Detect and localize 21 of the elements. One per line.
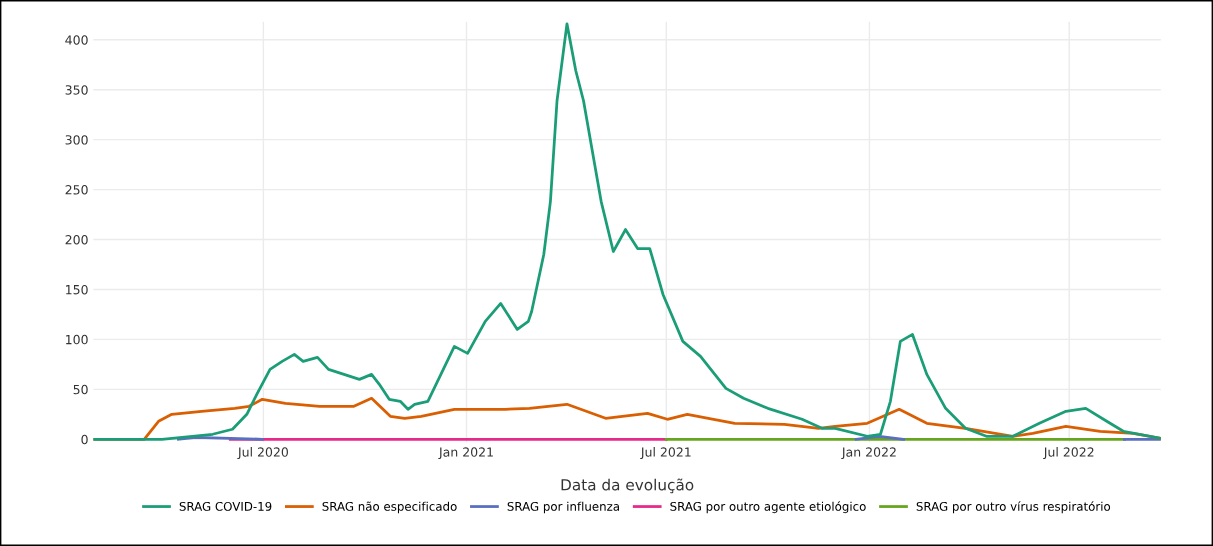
- x-tick-label: Jul 2022: [1043, 447, 1094, 460]
- y-tick-label: 400: [65, 35, 88, 45]
- legend-label: SRAG não especificado: [322, 501, 457, 514]
- legend-label: SRAG COVID-19: [179, 501, 272, 511]
- x-tick-label: Jul 2021: [640, 447, 691, 460]
- y-tick-label: 150: [66, 284, 88, 295]
- y-tick-label: 250: [65, 185, 88, 195]
- x-tick-label: Jan 2022: [841, 447, 896, 460]
- y-tick-label: 300: [65, 135, 88, 145]
- y-tick-label: 350: [65, 85, 88, 95]
- legend-label: SRAG por outro vírus respiratório: [916, 501, 1111, 514]
- line-series: [93, 22, 1161, 441]
- legend-label: SRAG por influenza: [507, 501, 619, 514]
- x-axis-title: Data da evolução: [561, 478, 694, 494]
- x-tick-label: Jan 2021: [438, 447, 493, 460]
- y-tick-label: 200: [65, 235, 88, 245]
- y-tick-label: 50: [73, 384, 88, 395]
- y-tick-label: 0: [81, 434, 88, 445]
- x-tick-label: Jul 2020: [237, 447, 288, 460]
- legend-label: SRAG por outro agente etiológico: [670, 501, 866, 514]
- y-tick-label: 100: [66, 334, 88, 345]
